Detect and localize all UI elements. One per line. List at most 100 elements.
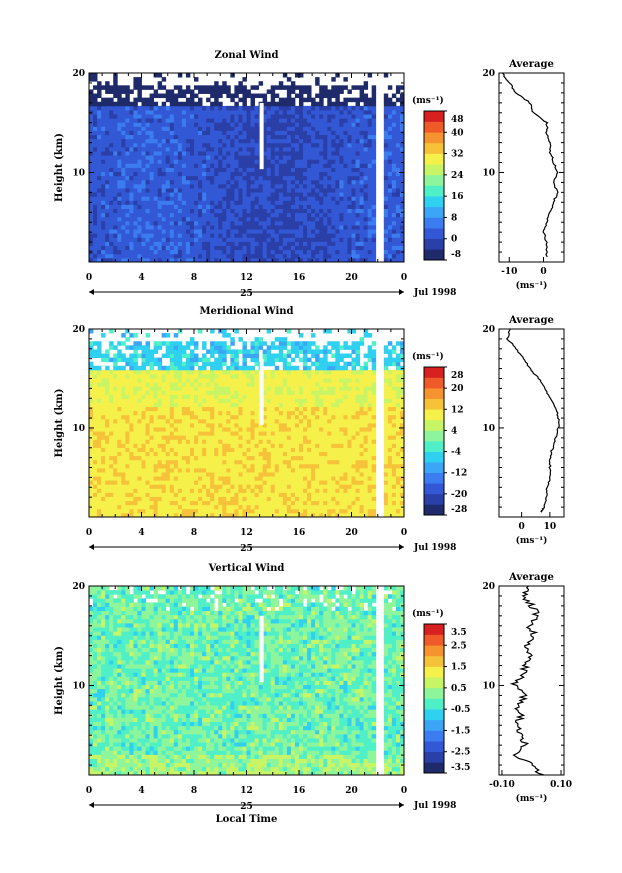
heatmap-cell xyxy=(105,204,110,209)
heatmap-cell xyxy=(206,146,211,152)
heatmap-cell xyxy=(307,179,312,185)
heatmap-cell xyxy=(355,257,360,263)
heatmap-cell xyxy=(161,500,167,506)
heatmap-cell xyxy=(206,142,211,148)
heatmap-cell xyxy=(198,155,203,160)
heatmap-cell xyxy=(141,118,146,123)
heatmap-cell xyxy=(101,138,106,144)
heatmap-cell xyxy=(335,159,340,164)
heatmap-cell xyxy=(327,447,332,453)
heatmap-cell xyxy=(274,109,280,115)
heatmap-cell xyxy=(254,188,260,193)
heatmap-cell xyxy=(198,257,203,263)
heatmap-cell xyxy=(226,146,231,152)
heatmap-cell xyxy=(339,237,344,242)
heatmap-cell xyxy=(359,151,365,156)
heatmap-cell xyxy=(274,122,280,127)
heatmap-cell xyxy=(145,142,150,148)
heatmap-cell xyxy=(315,77,320,82)
heatmap-cell xyxy=(242,500,247,506)
heatmap-cell xyxy=(294,455,300,461)
heatmap-cell xyxy=(113,237,118,242)
heatmap-cell xyxy=(290,500,296,506)
heatmap-cell xyxy=(307,508,312,514)
heatmap-cell xyxy=(113,220,118,226)
heatmap-cell xyxy=(371,467,377,473)
heatmap-cell xyxy=(93,155,98,160)
heatmap-cell xyxy=(214,451,219,457)
heatmap-cell xyxy=(89,512,94,518)
heatmap-cell xyxy=(125,241,130,246)
heatmap-cell xyxy=(347,89,352,94)
heatmap-cell xyxy=(359,447,365,453)
heatmap-cell xyxy=(153,484,159,489)
heatmap-cell xyxy=(222,496,227,502)
heatmap-cell xyxy=(113,130,118,136)
heatmap-cell xyxy=(169,480,175,485)
heatmap-cell xyxy=(210,447,215,453)
heatmap-cell xyxy=(274,257,280,263)
heatmap-cell xyxy=(311,134,316,140)
heatmap-cell xyxy=(343,492,348,497)
heatmap-cell xyxy=(246,175,251,181)
heatmap-cell xyxy=(226,179,231,185)
heatmap-cell xyxy=(226,435,231,440)
heatmap-cell xyxy=(303,480,308,485)
heatmap-cell xyxy=(395,229,401,234)
heatmap-cell xyxy=(371,196,377,201)
heatmap-cell xyxy=(262,435,268,440)
heatmap-cell xyxy=(391,118,397,123)
heatmap-cell xyxy=(395,179,401,185)
heatmap-cell xyxy=(125,175,130,181)
heatmap-cell xyxy=(266,249,272,255)
heatmap-cell xyxy=(319,480,324,485)
heatmap-cell xyxy=(290,130,296,136)
heatmap-cell xyxy=(286,249,292,255)
heatmap-cell xyxy=(355,443,360,448)
heatmap-cell xyxy=(181,179,187,185)
heatmap-cell xyxy=(286,467,292,473)
heatmap-cell xyxy=(387,439,393,444)
heatmap-cell xyxy=(157,463,163,469)
heatmap-cell xyxy=(189,480,195,485)
heatmap-cell xyxy=(395,233,401,238)
heatmap-cell xyxy=(262,467,268,473)
heatmap-cell xyxy=(117,114,122,119)
heatmap-cell xyxy=(194,204,199,209)
average-y-tick-label: 20 xyxy=(482,69,495,79)
heatmap-cell xyxy=(343,138,348,144)
heatmap-cell xyxy=(133,225,138,230)
heatmap-cell xyxy=(105,89,110,94)
heatmap-cell xyxy=(311,167,316,173)
heatmap-cell xyxy=(274,451,280,457)
heatmap-cell xyxy=(307,85,312,90)
heatmap-cell xyxy=(347,455,352,461)
heatmap-cell xyxy=(161,225,167,230)
heatmap-cell xyxy=(165,200,171,205)
heatmap-cell xyxy=(93,253,98,259)
heatmap-cell xyxy=(359,253,365,259)
heatmap-cell xyxy=(323,109,328,115)
heatmap-cell xyxy=(258,192,264,197)
heatmap-cell xyxy=(165,439,171,444)
heatmap-cell xyxy=(165,496,171,502)
heatmap-cell xyxy=(93,93,98,99)
heatmap-cell xyxy=(125,451,130,457)
heatmap-cell xyxy=(109,109,114,115)
heatmap-cell xyxy=(101,459,106,465)
heatmap-cell xyxy=(327,93,332,99)
heatmap-cell xyxy=(327,241,332,246)
heatmap-cell xyxy=(278,85,284,90)
heatmap-cell xyxy=(383,435,389,440)
heatmap-cell xyxy=(290,480,296,485)
heatmap-cell xyxy=(238,146,243,152)
heatmap-cell xyxy=(282,179,288,185)
heatmap-cell xyxy=(258,439,264,444)
heatmap-cell xyxy=(113,159,118,164)
heatmap-cell xyxy=(101,171,106,177)
heatmap-cell xyxy=(218,480,223,485)
heatmap-cell xyxy=(194,118,199,123)
heatmap-cell xyxy=(189,216,195,222)
heatmap-cell xyxy=(194,85,199,90)
heatmap-cell xyxy=(177,212,183,218)
